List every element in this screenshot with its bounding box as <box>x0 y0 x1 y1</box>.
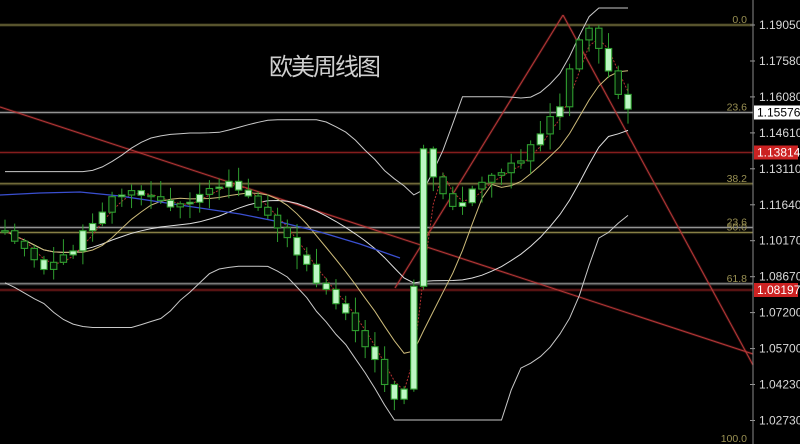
svg-text:1.16080: 1.16080 <box>759 90 800 104</box>
svg-text:1.04230: 1.04230 <box>759 378 800 392</box>
svg-text:1.02730: 1.02730 <box>759 414 800 428</box>
svg-text:1.08670: 1.08670 <box>759 270 800 284</box>
svg-text:0.0: 0.0 <box>732 14 747 26</box>
svg-text:1.17580: 1.17580 <box>759 54 800 68</box>
svg-text:1.07200: 1.07200 <box>759 306 800 320</box>
svg-text:1.19050: 1.19050 <box>759 18 800 32</box>
svg-text:1.11640: 1.11640 <box>759 198 800 212</box>
svg-text:1.13814: 1.13814 <box>757 146 800 160</box>
svg-text:1.05700: 1.05700 <box>759 342 800 356</box>
svg-text:50.0: 50.0 <box>727 222 748 234</box>
svg-text:100.0: 100.0 <box>721 433 747 444</box>
svg-text:38.2: 38.2 <box>727 173 748 185</box>
svg-text:1.13110: 1.13110 <box>759 162 800 176</box>
svg-text:1.10170: 1.10170 <box>759 234 800 248</box>
svg-text:1.14610: 1.14610 <box>759 126 800 140</box>
svg-text:1.08197: 1.08197 <box>757 283 800 297</box>
svg-text:23.6: 23.6 <box>727 102 748 114</box>
svg-text:1.15576: 1.15576 <box>757 106 800 120</box>
svg-text:61.8: 61.8 <box>727 273 748 285</box>
